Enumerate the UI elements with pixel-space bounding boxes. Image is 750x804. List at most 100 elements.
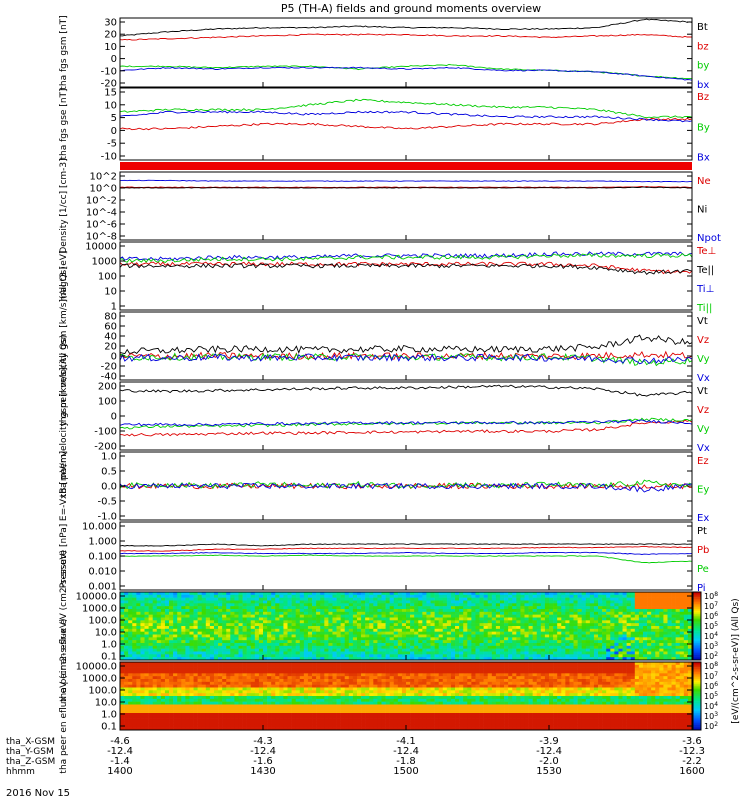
spectrogram-cell: [210, 606, 214, 609]
spectrogram-cell: [488, 623, 492, 626]
spectrogram-cell: [553, 676, 557, 679]
spectrogram-cell: [594, 620, 598, 623]
spectrogram-cell: [165, 640, 169, 643]
spectrogram-cell: [451, 629, 455, 632]
spectrogram-cell: [431, 685, 435, 688]
spectrogram-cell: [365, 632, 369, 635]
spectrogram-cell: [390, 671, 394, 674]
spectrogram-cell: [161, 601, 165, 604]
spectrogram-cell: [132, 654, 136, 657]
spectrogram-cell: [574, 637, 578, 640]
spectrogram-cell: [561, 620, 565, 623]
spectrogram-cell: [447, 620, 451, 623]
spectrogram-cell: [455, 618, 459, 621]
spectrogram-cell: [357, 649, 361, 652]
spectrogram-cell: [598, 615, 602, 618]
spectrogram-cell: [529, 635, 533, 638]
legend-by: by: [697, 61, 709, 72]
spectrogram-cell: [443, 595, 447, 598]
spectrogram-cell: [189, 665, 193, 668]
spectrogram-cell: [426, 637, 430, 640]
spectrogram-cell: [667, 649, 671, 652]
spectrogram-cell: [467, 609, 471, 612]
spectrogram-cell: [222, 673, 226, 676]
spectrogram-cell: [549, 673, 553, 676]
series-line-Bt: [120, 19, 692, 36]
spectrogram-cell: [153, 635, 157, 638]
spectrogram-cell: [553, 595, 557, 598]
spectrogram-cell: [357, 612, 361, 615]
spectrogram-cell: [500, 620, 504, 623]
spectrogram-cell: [500, 671, 504, 674]
spectrogram-cell: [324, 654, 328, 657]
spectrogram-cell: [676, 685, 680, 688]
spectrogram-cell: [218, 688, 222, 691]
spectrogram-cell: [565, 626, 569, 629]
spectrogram-cell: [189, 615, 193, 618]
spectrogram-cell: [255, 671, 259, 674]
spectrogram-cell: [222, 626, 226, 629]
spectrogram-cell: [516, 629, 520, 632]
spectrogram-cell: [676, 623, 680, 626]
spectrogram-cell: [451, 620, 455, 623]
spectrogram-cell: [222, 637, 226, 640]
spectrogram-cell: [463, 646, 467, 649]
spectrogram-cell: [672, 603, 676, 606]
spectrogram-cell: [165, 646, 169, 649]
spectrogram-cell: [238, 637, 242, 640]
spectrogram-cell: [431, 673, 435, 676]
spectrogram-cell: [618, 640, 622, 643]
spectrogram-cell: [185, 606, 189, 609]
spectrogram-cell: [443, 637, 447, 640]
spectrogram-cell: [618, 620, 622, 623]
spectrogram-cell: [447, 646, 451, 649]
spectrogram-cell: [149, 623, 153, 626]
spectrogram-cell: [247, 637, 251, 640]
spectrogram-cell: [435, 654, 439, 657]
spectrogram-cell: [418, 682, 422, 685]
spectrogram-cell: [582, 615, 586, 618]
spectrogram-cell: [300, 668, 304, 671]
spectrogram-cell: [533, 615, 537, 618]
spectrogram-cell: [439, 665, 443, 668]
spectrogram-cell: [386, 668, 390, 671]
spectrogram-cell: [614, 676, 618, 679]
spectrogram-cell: [508, 682, 512, 685]
spectrogram-cell: [533, 612, 537, 615]
spectrogram-cell: [659, 652, 663, 655]
spectrogram-cell: [132, 688, 136, 691]
spectrogram-cell: [635, 598, 639, 601]
spectrogram-cell: [672, 665, 676, 668]
spectrogram-cell: [296, 665, 300, 668]
spectrogram-cell: [504, 646, 508, 649]
spectrogram-cell: [140, 646, 144, 649]
spectrogram-cell: [598, 665, 602, 668]
spectrogram-cell: [467, 595, 471, 598]
spectrogram-cell: [635, 609, 639, 612]
spectrogram-cell: [451, 646, 455, 649]
spectrogram-cell: [418, 598, 422, 601]
spectrogram-cell: [312, 609, 316, 612]
spectrogram-cell: [504, 676, 508, 679]
spectrogram-cell: [512, 652, 516, 655]
spectrogram-cell: [128, 676, 132, 679]
spectrogram-cell: [459, 618, 463, 621]
spectrogram-cell: [676, 635, 680, 638]
spectrogram-cell: [418, 654, 422, 657]
spectrogram-cell: [332, 668, 336, 671]
spectrogram-cell: [275, 629, 279, 632]
spectrogram-cell: [259, 623, 263, 626]
spectrogram-cell: [390, 688, 394, 691]
spectrogram-cell: [381, 643, 385, 646]
spectrogram-cell: [398, 606, 402, 609]
spectrogram-cell: [226, 620, 230, 623]
spectrogram-cell: [557, 682, 561, 685]
spectrogram-cell: [512, 649, 516, 652]
spectrogram-cell: [247, 646, 251, 649]
spectrogram-cell: [259, 626, 263, 629]
spectrogram-cell: [435, 623, 439, 626]
spectrogram-cell: [292, 603, 296, 606]
spectrogram-cell: [251, 654, 255, 657]
spectrogram-cell: [185, 615, 189, 618]
spectrogram-cell: [631, 609, 635, 612]
